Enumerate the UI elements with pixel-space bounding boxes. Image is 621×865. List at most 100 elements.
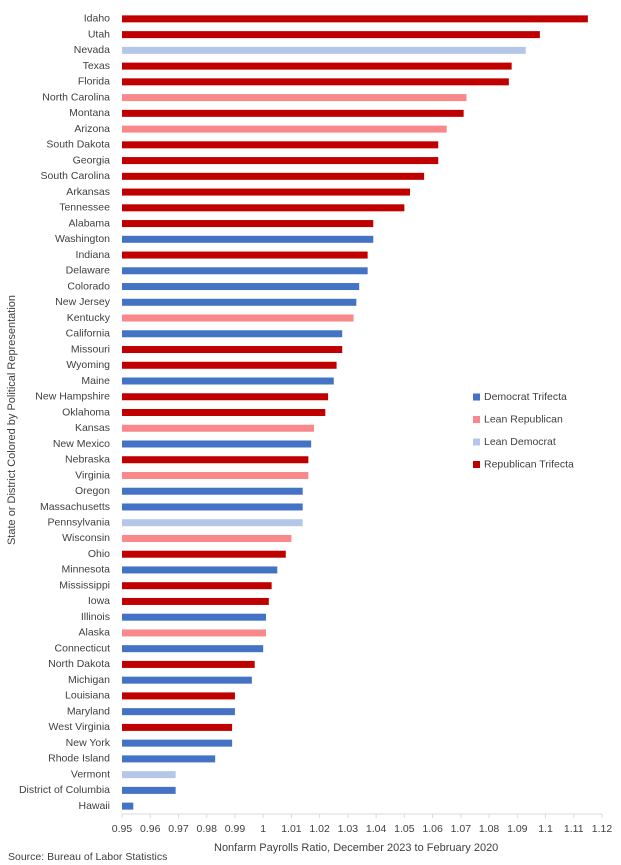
x-tick-label: 1.05 — [394, 823, 415, 835]
y-tick-label: South Carolina — [41, 170, 111, 182]
y-tick-label: Maryland — [67, 705, 110, 717]
x-tick-label: 1 — [260, 823, 266, 835]
bar — [122, 62, 512, 70]
bar — [122, 125, 447, 133]
bar — [122, 708, 235, 716]
bar — [122, 692, 235, 700]
y-tick-label: Delaware — [66, 265, 111, 277]
bar — [122, 204, 405, 212]
y-tick-label: Georgia — [73, 154, 111, 166]
bar — [122, 220, 374, 228]
legend-label: Democrat Trifecta — [484, 391, 567, 403]
y-tick-label: Connecticut — [55, 642, 111, 654]
x-tick-label: 0.98 — [196, 823, 217, 835]
y-tick-label: New Hampshire — [35, 391, 110, 403]
y-tick-label: Arizona — [74, 123, 110, 135]
legend-swatch — [473, 438, 480, 446]
bar — [122, 597, 269, 605]
bar — [122, 141, 439, 149]
y-tick-label: Alaska — [78, 627, 110, 639]
y-tick-label: Oregon — [75, 485, 110, 497]
y-tick-label: District of Columbia — [19, 784, 110, 796]
bar — [122, 361, 337, 369]
x-tick-label: 1.08 — [479, 823, 500, 835]
bar — [122, 802, 134, 810]
bar — [122, 409, 326, 416]
x-tick-label: 1.12 — [592, 823, 613, 835]
bar — [122, 786, 176, 794]
bar — [122, 456, 309, 464]
x-tick-label: 1.04 — [366, 823, 387, 835]
bar — [122, 267, 368, 275]
x-tick-label: 0.97 — [168, 823, 189, 835]
legend-label: Republican Trifecta — [484, 458, 574, 470]
bar — [122, 330, 343, 338]
y-tick-label: Oklahoma — [62, 406, 110, 418]
y-tick-label: Alabama — [69, 217, 111, 229]
x-tick-label: 1.01 — [281, 823, 302, 835]
y-tick-label: Maine — [81, 375, 110, 387]
x-tick-label: 1.07 — [451, 823, 472, 835]
bar — [122, 424, 314, 432]
bar — [122, 94, 467, 102]
bar — [122, 78, 509, 86]
x-tick-label: 1.09 — [507, 823, 528, 835]
bar — [122, 109, 464, 117]
bar — [122, 172, 425, 180]
bar — [122, 440, 312, 448]
y-tick-label: Utah — [88, 28, 110, 40]
y-tick-label: South Dakota — [46, 139, 110, 151]
y-tick-label: Washington — [55, 233, 110, 245]
x-tick-label: 1.11 — [564, 823, 584, 835]
bar — [122, 755, 216, 763]
y-tick-label: New Jersey — [55, 296, 111, 308]
y-tick-label: Minnesota — [62, 564, 111, 576]
y-axis-label: State or District Colored by Political R… — [6, 295, 18, 545]
y-tick-label: Arkansas — [66, 186, 110, 198]
bar — [122, 771, 176, 779]
legend-label: Lean Democrat — [484, 436, 556, 448]
bar — [122, 393, 329, 401]
y-tick-label: Virginia — [75, 469, 110, 481]
y-tick-label: New Mexico — [53, 438, 110, 450]
bar — [122, 676, 252, 684]
legend-swatch — [473, 393, 480, 401]
y-tick-label: Massachusetts — [40, 501, 110, 513]
y-tick-label: Nevada — [74, 44, 110, 56]
bar — [122, 298, 357, 306]
y-tick-label: Indiana — [76, 249, 111, 261]
y-tick-label: Kentucky — [67, 312, 111, 324]
bar — [122, 188, 410, 196]
y-tick-label: Vermont — [71, 768, 110, 780]
source-note: Source: Bureau of Labor Statistics — [8, 851, 167, 863]
bar — [122, 377, 334, 385]
bar — [122, 503, 303, 511]
bar — [122, 487, 303, 495]
y-tick-label: Iowa — [88, 595, 110, 607]
y-tick-label: Wisconsin — [62, 532, 110, 544]
bar — [122, 645, 264, 653]
y-tick-label: Rhode Island — [48, 753, 110, 765]
y-tick-label: Wyoming — [66, 359, 110, 371]
y-tick-label: Florida — [78, 76, 110, 88]
y-tick-label: Nebraska — [65, 454, 110, 466]
bar — [122, 566, 278, 574]
bar — [122, 534, 292, 542]
bar — [122, 346, 343, 354]
legend-swatch — [473, 416, 480, 423]
bar — [122, 15, 588, 23]
x-tick-label: 1.03 — [338, 823, 359, 835]
x-tick-label: 0.95 — [112, 823, 133, 835]
bar — [122, 235, 374, 243]
bar — [122, 251, 368, 259]
x-tick-label: 1.06 — [422, 823, 443, 835]
bar — [122, 31, 540, 39]
bar — [122, 739, 233, 747]
legend-label: Lean Republican — [484, 413, 563, 425]
bar — [122, 471, 309, 479]
y-tick-label: Idaho — [84, 13, 110, 25]
y-tick-label: Texas — [83, 60, 110, 72]
bar — [122, 314, 354, 322]
y-tick-label: California — [66, 328, 111, 340]
y-tick-label: Kansas — [75, 422, 110, 434]
